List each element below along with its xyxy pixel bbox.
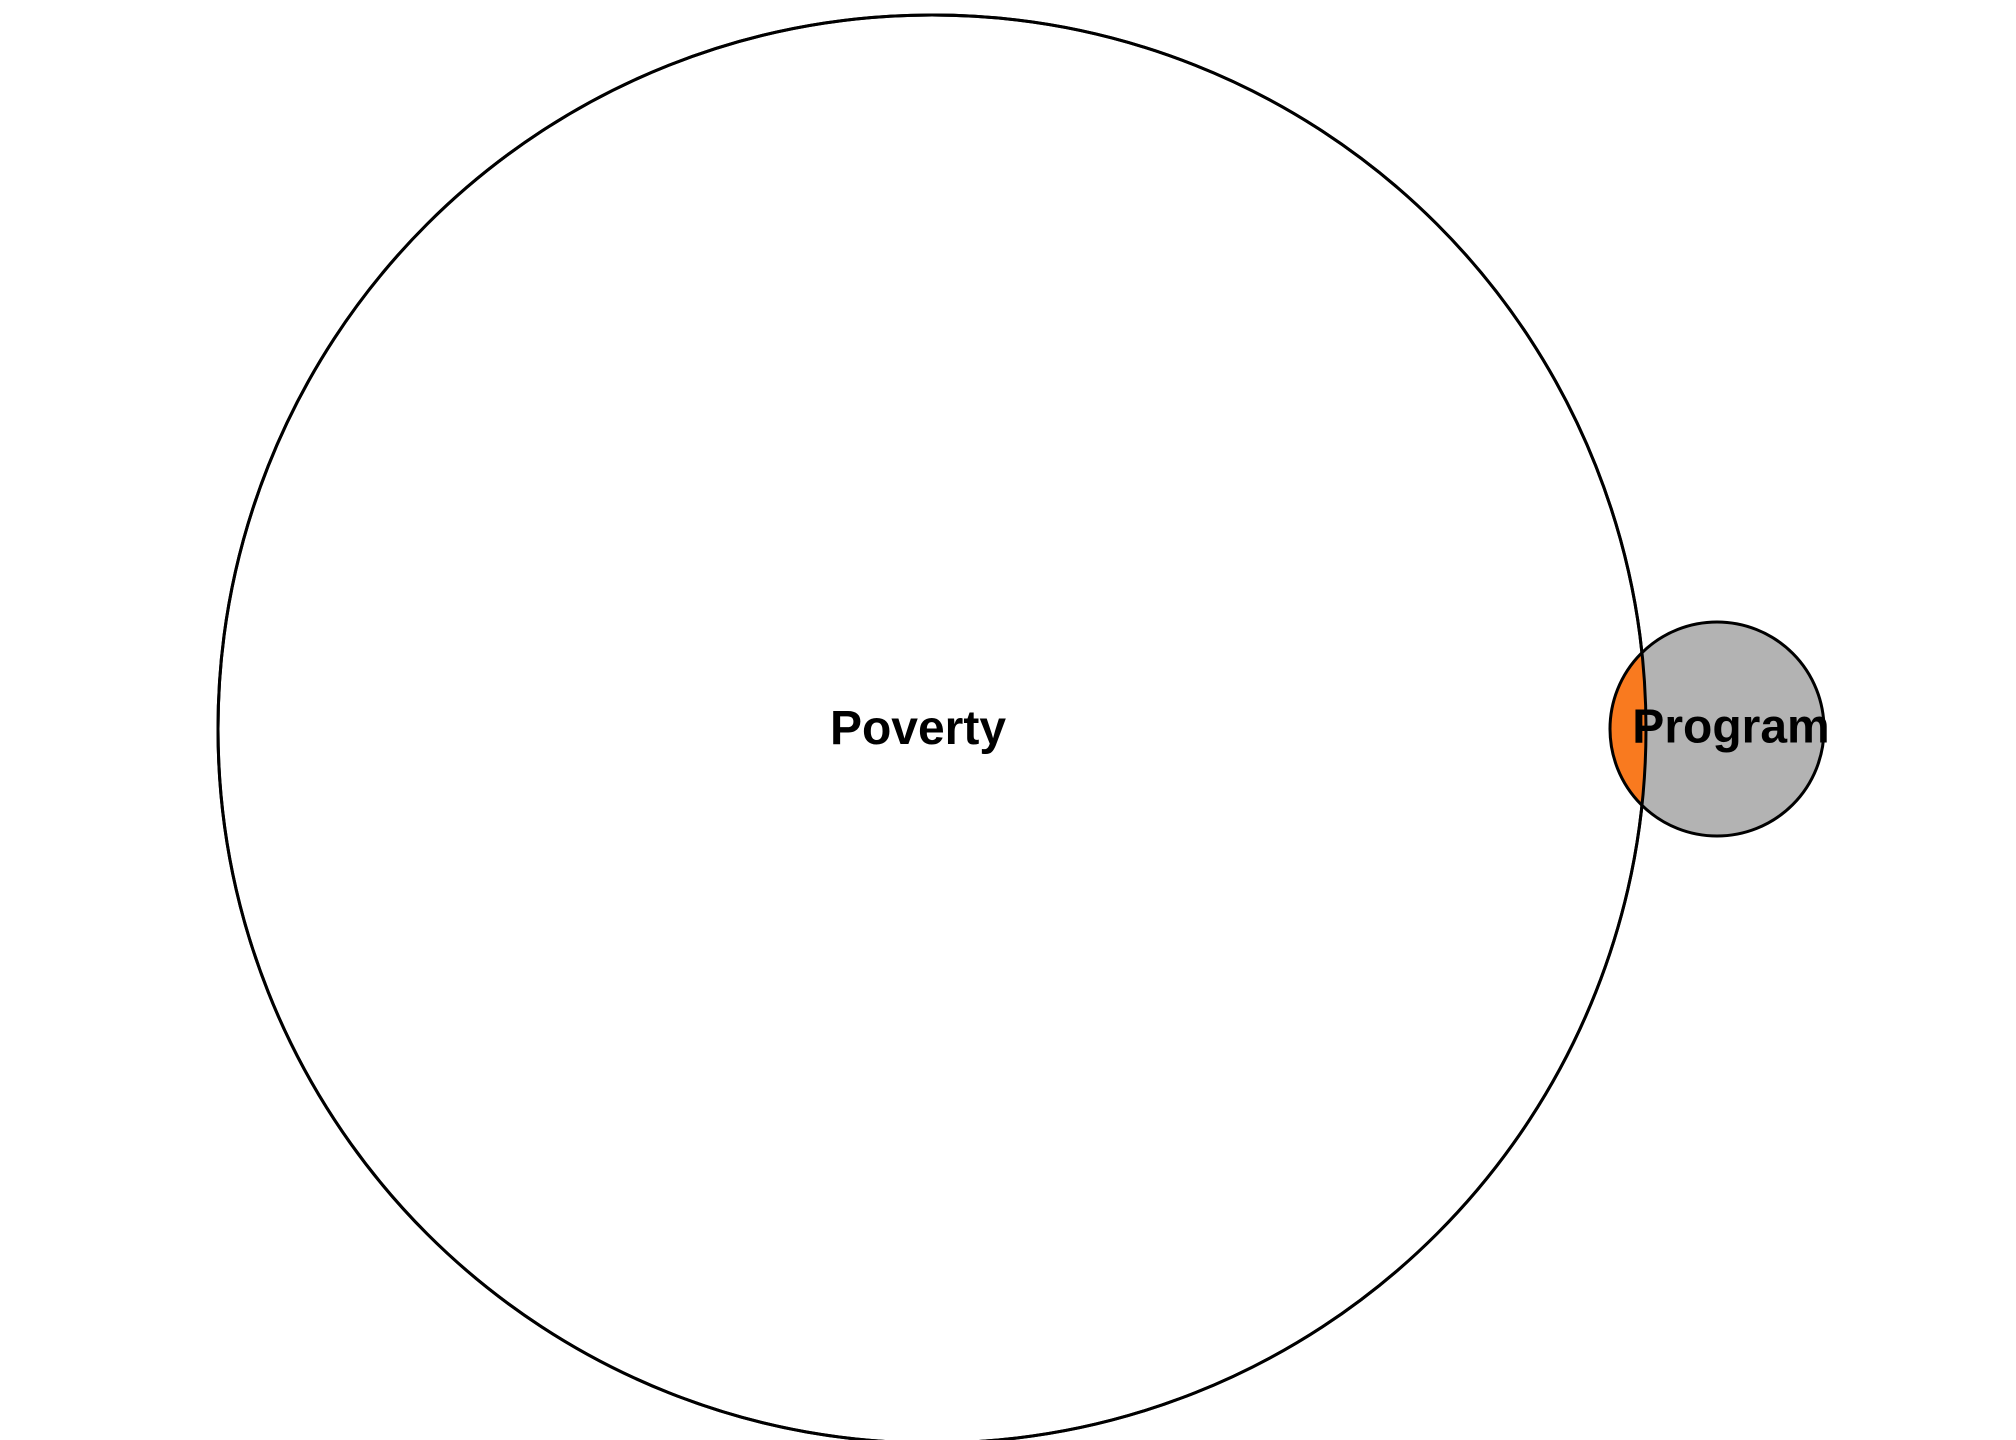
program-label: Program xyxy=(1632,701,1829,754)
program-circle-outline xyxy=(1608,620,1826,838)
poverty-circle-outline xyxy=(216,13,1648,1440)
poverty-label: Poverty xyxy=(830,702,1006,755)
program-circle xyxy=(1610,622,1824,836)
